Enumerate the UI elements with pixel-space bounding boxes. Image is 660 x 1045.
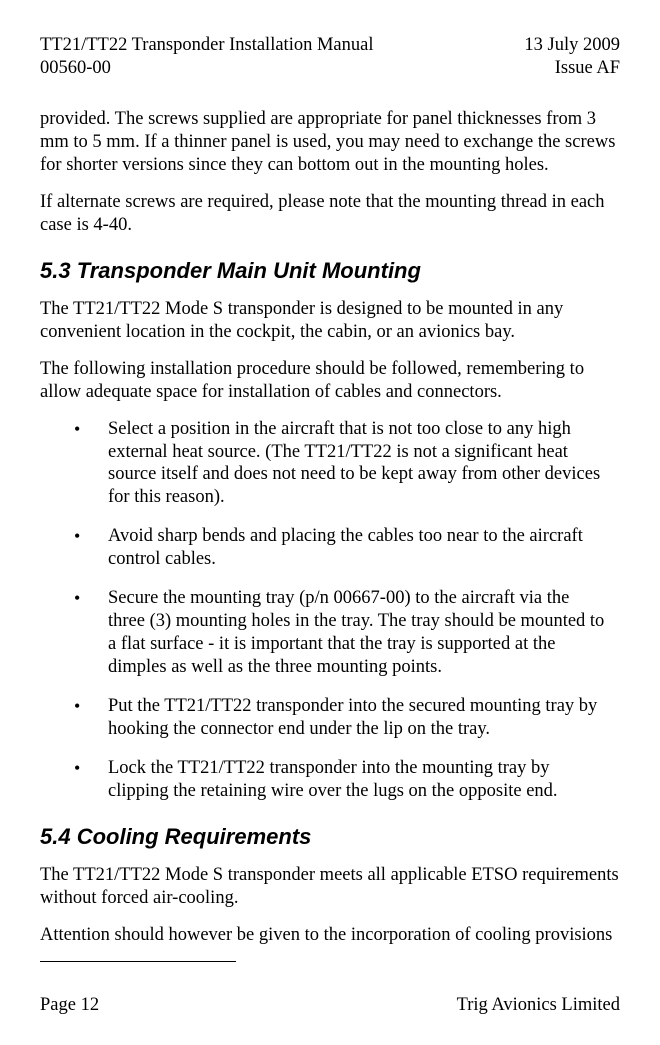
page-footer: Page 12 Trig Avionics Limited [40,994,620,1017]
doc-number: 00560-00 [40,57,373,80]
list-item: Secure the mounting tray (p/n 00667-00) … [74,587,610,679]
installation-procedure-list: Select a position in the aircraft that i… [74,418,610,803]
list-item: Lock the TT21/TT22 transponder into the … [74,757,610,803]
company-name: Trig Avionics Limited [457,994,620,1017]
doc-date: 13 July 2009 [524,34,620,57]
horizontal-rule [40,961,236,962]
header-right: 13 July 2009 Issue AF [524,34,620,80]
body-paragraph: Attention should however be given to the… [40,924,620,947]
body-paragraph: The TT21/TT22 Mode S transponder meets a… [40,864,620,910]
section-heading-5-4: 5.4 Cooling Requirements [40,823,620,850]
body-paragraph: provided. The screws supplied are approp… [40,108,620,177]
section-heading-5-3: 5.3 Transponder Main Unit Mounting [40,257,620,284]
doc-issue: Issue AF [524,57,620,80]
body-paragraph: If alternate screws are required, please… [40,191,620,237]
body-paragraph: The TT21/TT22 Mode S transponder is desi… [40,298,620,344]
body-paragraph: The following installation procedure sho… [40,358,620,404]
page-header: TT21/TT22 Transponder Installation Manua… [40,34,620,80]
doc-title: TT21/TT22 Transponder Installation Manua… [40,34,373,57]
header-left: TT21/TT22 Transponder Installation Manua… [40,34,373,80]
list-item: Select a position in the aircraft that i… [74,418,610,510]
list-item: Put the TT21/TT22 transponder into the s… [74,695,610,741]
list-item: Avoid sharp bends and placing the cables… [74,525,610,571]
page-number: Page 12 [40,994,99,1017]
